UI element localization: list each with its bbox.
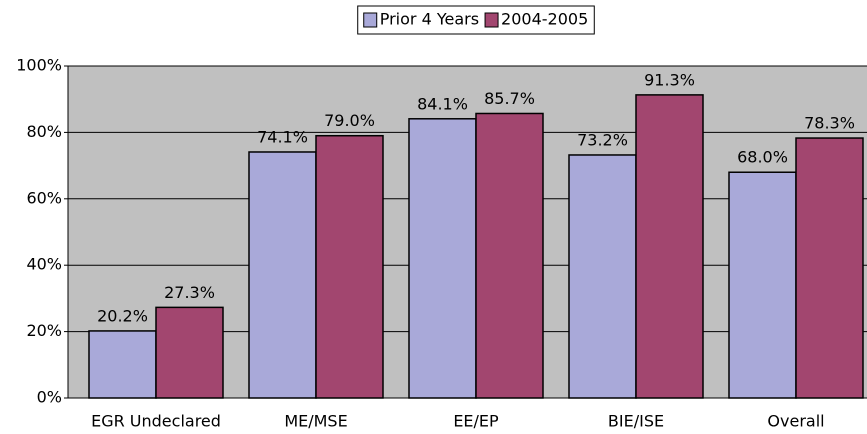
data-label: 91.3%: [644, 70, 695, 89]
data-label: 73.2%: [577, 130, 628, 149]
bar: [475, 112, 544, 399]
bar: [248, 151, 317, 399]
data-label: 84.1%: [417, 94, 468, 113]
legend-label: 2004-2005: [501, 10, 588, 29]
data-label: 20.2%: [97, 306, 148, 325]
bar: [315, 134, 384, 399]
data-label: 68.0%: [737, 148, 788, 167]
data-label: 78.3%: [804, 114, 855, 133]
legend-box: [357, 5, 595, 35]
y-tick-label: 100%: [16, 56, 62, 75]
bar: [635, 94, 704, 399]
bar: [728, 171, 797, 399]
x-tick-label: Overall: [767, 412, 824, 431]
y-tick-label: 60%: [26, 188, 62, 207]
y-tick-label: 0%: [37, 388, 62, 407]
data-label: 85.7%: [484, 89, 535, 108]
bar: [795, 137, 864, 399]
y-tick-label: 20%: [26, 321, 62, 340]
x-tick-label: EGR Undeclared: [91, 412, 221, 431]
bar: [155, 306, 224, 399]
x-tick-label: BIE/ISE: [608, 412, 664, 431]
data-label: 74.1%: [257, 127, 308, 146]
x-tick-label: ME/MSE: [284, 412, 347, 431]
bar: [88, 330, 157, 399]
legend-swatch: [484, 12, 499, 28]
y-tick-label: 40%: [26, 255, 62, 274]
bar: [568, 154, 637, 399]
legend-swatch: [363, 12, 378, 28]
data-label: 27.3%: [164, 283, 215, 302]
y-tick-label: 80%: [26, 122, 62, 141]
x-tick-label: EE/EP: [453, 412, 499, 431]
bar: [408, 118, 477, 399]
legend-label: Prior 4 Years: [380, 10, 479, 29]
data-label: 79.0%: [324, 111, 375, 130]
